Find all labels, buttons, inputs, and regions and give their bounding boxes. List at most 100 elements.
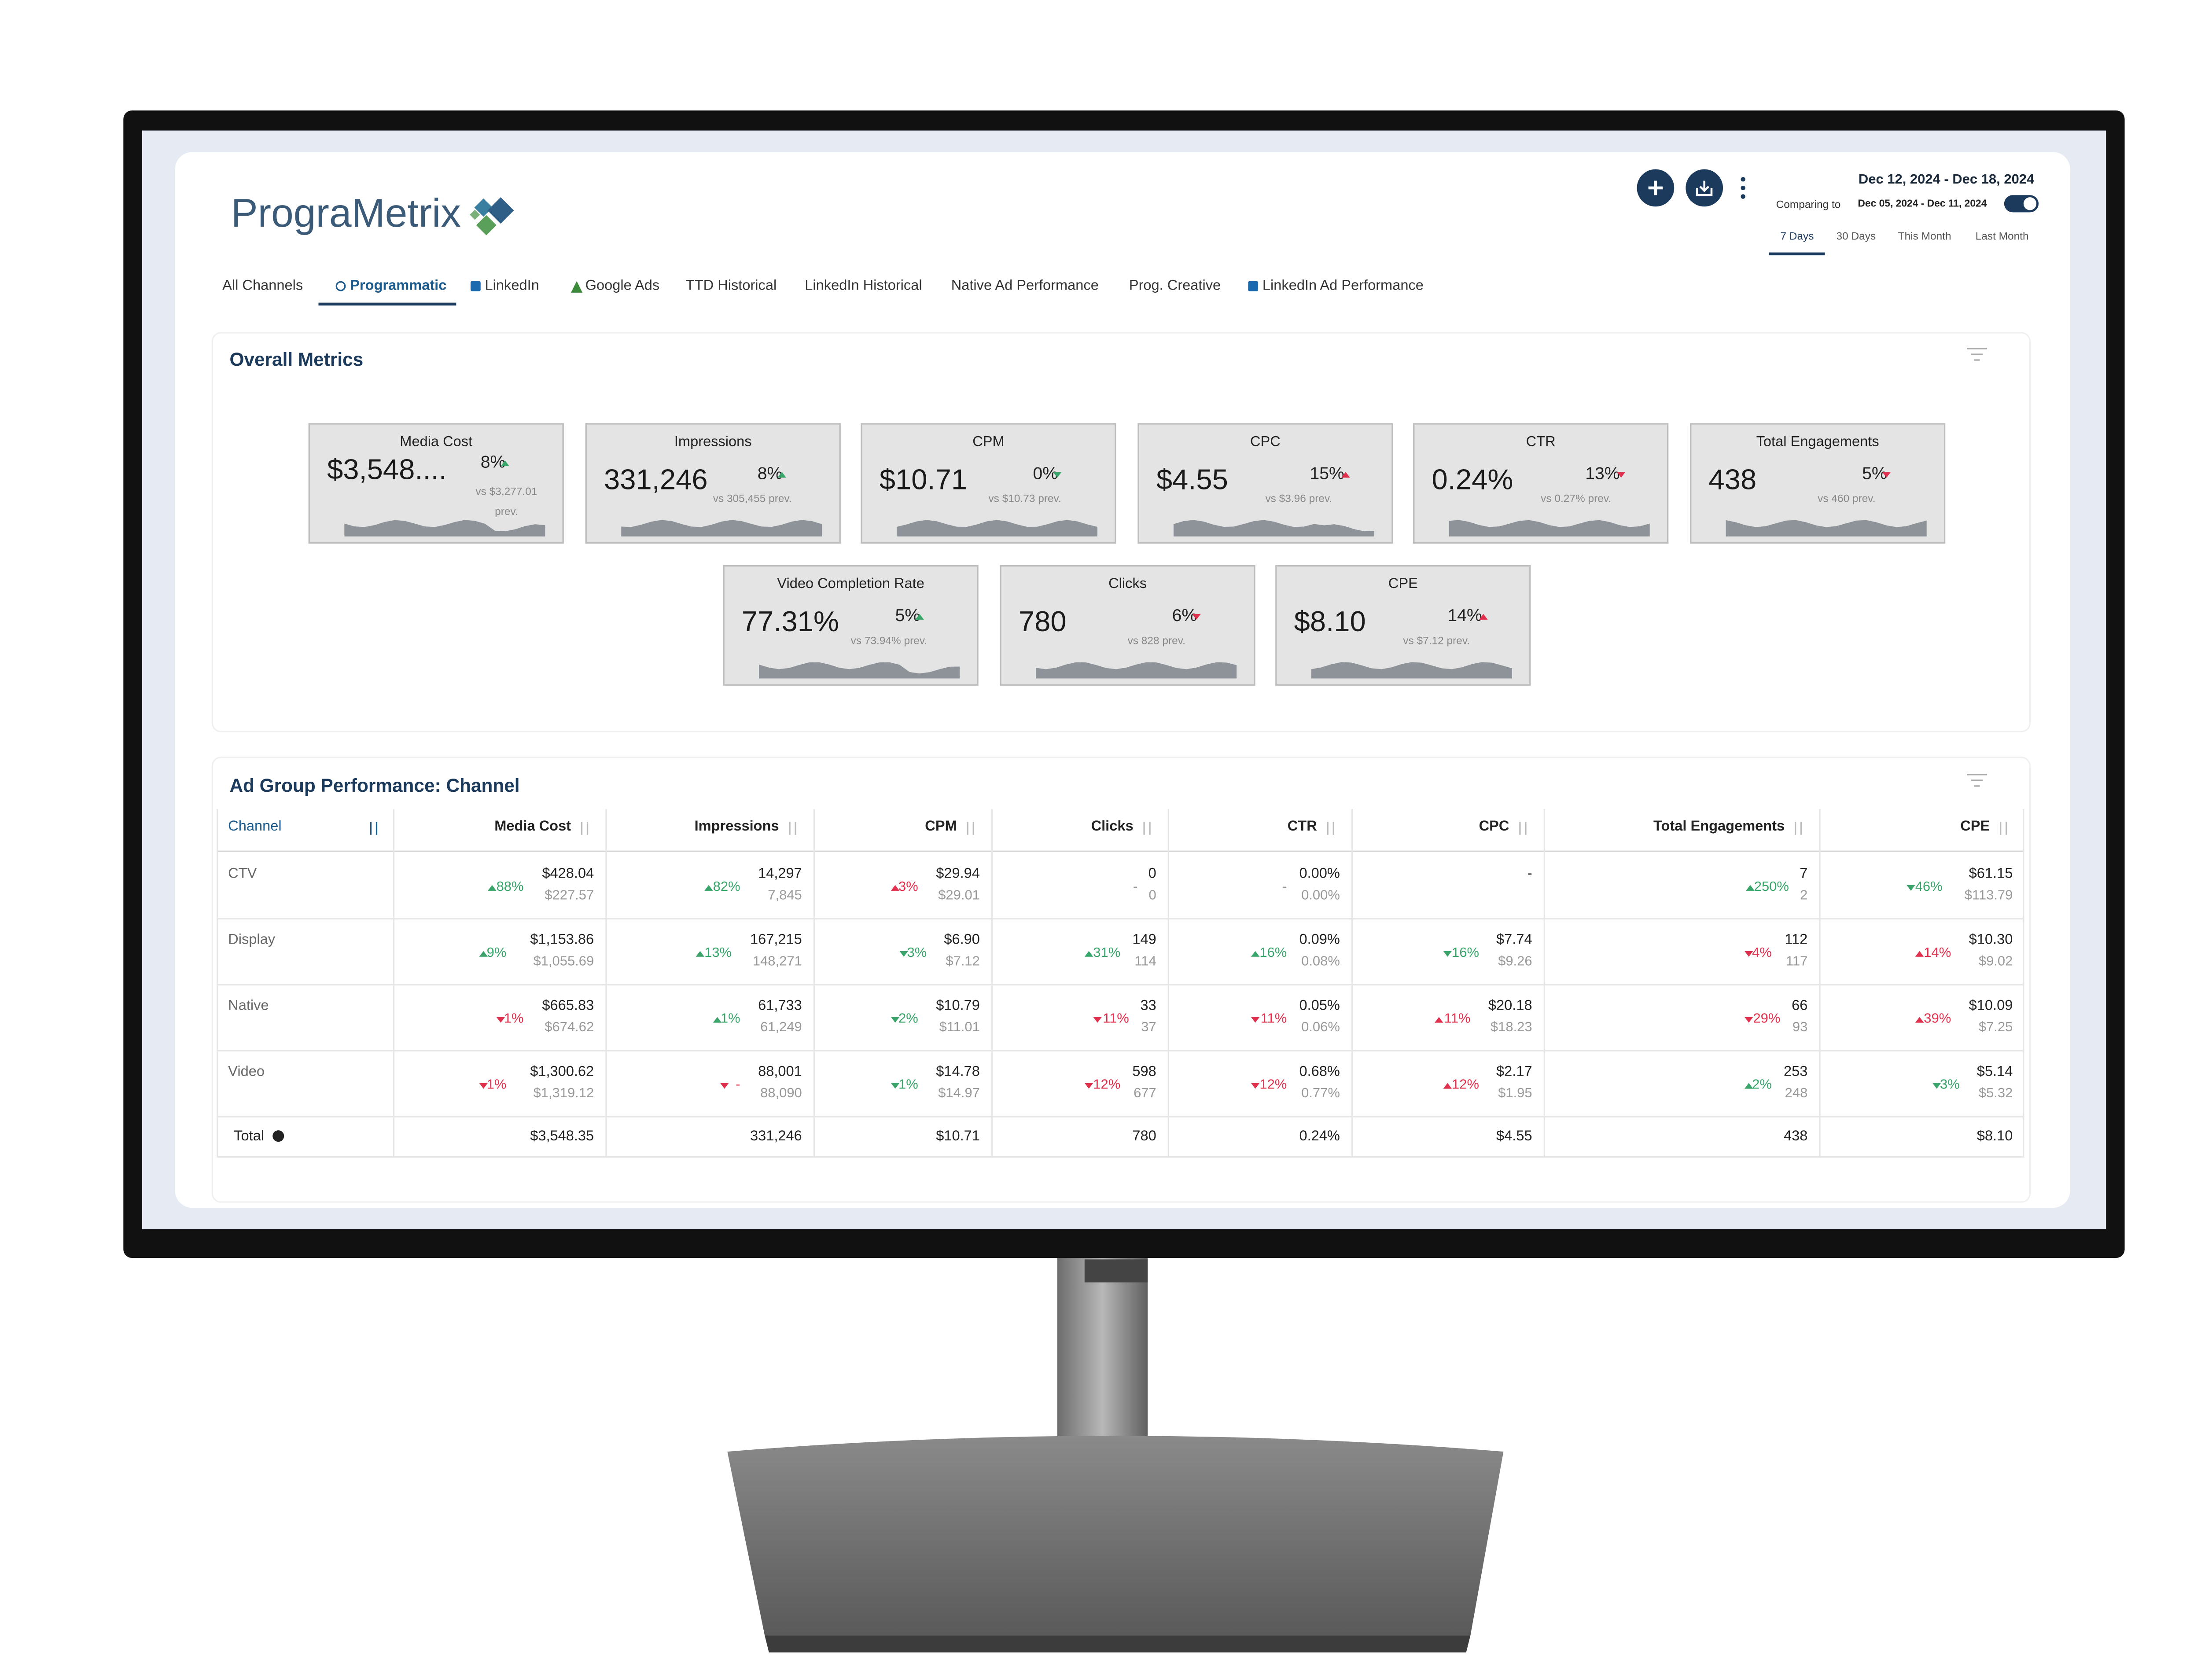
nav-tab[interactable]: LinkedIn — [485, 278, 539, 294]
total-value: 438 — [1783, 1129, 1808, 1145]
metric-card[interactable]: CPC $4.55 15% vs $3.96 prev. — [1137, 423, 1393, 544]
metric-title: Media Cost — [400, 434, 473, 451]
trend-arrow — [1744, 951, 1753, 957]
sparkline-area — [1726, 520, 1927, 537]
metric-card[interactable]: CPE $8.10 14% vs $7.12 prev. — [1275, 565, 1531, 686]
trend-arrow — [778, 472, 787, 478]
cell-change: 3% — [1940, 1077, 1960, 1093]
cell-change: 11% — [1260, 1011, 1287, 1027]
nav-tab[interactable]: LinkedIn Ad Performance — [1262, 278, 1424, 294]
filter-icons[interactable] — [1967, 348, 1987, 787]
metric-card[interactable]: Media Cost $3,548.... 8% vs $3,277.01 prev. — [308, 423, 564, 544]
sort-down — [795, 822, 796, 835]
cell-prev: 0.77% — [1301, 1086, 1340, 1102]
cell-prev: 93 — [1792, 1020, 1808, 1036]
nav-tab[interactable]: TTD Historical — [685, 278, 777, 294]
cell-change: 4% — [1752, 945, 1772, 961]
tab-underline — [318, 302, 456, 306]
cell-value: $1,153.86 — [530, 932, 594, 948]
metric-value: $4.55 — [1156, 464, 1228, 496]
cell-value: 112 — [1785, 932, 1808, 948]
sort-icon[interactable] — [370, 822, 382, 836]
total-value: $4.55 — [1496, 1129, 1532, 1145]
sort-icon[interactable] — [1795, 822, 1806, 836]
metric-card[interactable]: Video Completion Rate 77.31% 5% vs 73.94% p… — [723, 565, 979, 686]
cell-prev: $5.32 — [1978, 1086, 2013, 1102]
column-divider — [813, 809, 815, 1158]
column-header[interactable]: Total Engagements — [1653, 819, 1785, 835]
period-tab[interactable]: 30 Days — [1836, 229, 1876, 243]
sort-icon[interactable] — [2000, 822, 2011, 836]
cell-value: 0.09% — [1299, 932, 1340, 948]
total-value: $8.10 — [1976, 1129, 2013, 1145]
metric-value: $10.71 — [879, 464, 968, 496]
cell-prev: 0 — [1148, 888, 1156, 904]
trend-arrow — [891, 885, 899, 891]
column-header[interactable]: CPC — [1479, 819, 1509, 835]
nav-tab[interactable]: Prog. Creative — [1129, 278, 1221, 294]
cell-value: 0.05% — [1299, 998, 1340, 1015]
sort-up — [370, 822, 372, 835]
neck-slot — [1084, 1259, 1148, 1283]
nav-tab[interactable]: Programmatic — [350, 278, 447, 294]
sort-icon[interactable] — [967, 822, 979, 836]
nav-tab[interactable]: Native Ad Performance — [951, 278, 1099, 294]
trend-arrow — [1093, 1017, 1102, 1023]
trend-arrow — [1085, 1083, 1093, 1089]
sort-icon[interactable] — [1143, 822, 1155, 836]
sort-up — [1327, 822, 1329, 835]
trend-arrow — [1251, 1017, 1260, 1023]
metric-card[interactable]: CTR 0.24% 13% vs 0.27% prev. — [1413, 423, 1669, 544]
sort-icon[interactable] — [1327, 822, 1339, 836]
period-tab[interactable]: This Month — [1898, 229, 1951, 243]
nav-tab[interactable]: LinkedIn Historical — [805, 278, 922, 294]
cell-value: $14.78 — [936, 1064, 980, 1081]
cell-value: $665.83 — [542, 998, 594, 1015]
column-header[interactable]: CTR — [1287, 819, 1317, 835]
brand: PrograMetrix — [231, 191, 461, 235]
add-icon — [1648, 180, 1663, 195]
cell-change: 2% — [898, 1011, 918, 1027]
column-header[interactable]: Impressions — [694, 819, 779, 835]
metric-title: CPC — [1250, 434, 1281, 451]
metric-card[interactable]: CPM $10.71 0% vs $10.73 prev. — [861, 423, 1116, 544]
period-tab[interactable]: 7 Days — [1780, 229, 1814, 243]
nav-tab[interactable]: All Channels — [222, 278, 303, 294]
metric-card[interactable]: Total Engagements 438 5% vs 460 prev. — [1690, 423, 1946, 544]
cell-value: 14,297 — [758, 866, 802, 882]
cell-change: 82% — [713, 879, 740, 895]
column-header[interactable]: Clicks — [1091, 819, 1134, 835]
trend-arrow — [1053, 472, 1062, 478]
trend-arrow — [1478, 614, 1487, 620]
trend-arrow — [1745, 1017, 1754, 1023]
period-underline — [1769, 252, 1825, 256]
trend-arrow — [1251, 1083, 1260, 1089]
cell-change: 1% — [504, 1011, 524, 1027]
sparkline-area — [1173, 520, 1375, 537]
sort-icon[interactable] — [581, 822, 593, 836]
metric-card[interactable]: Clicks 780 6% vs 828 prev. — [1000, 565, 1255, 686]
sparkline — [1311, 662, 1512, 679]
cell-change: 11% — [1444, 1011, 1471, 1027]
cell-change: 3% — [907, 945, 927, 961]
metric-card[interactable]: Impressions 331,246 8% vs 305,455 prev. — [585, 423, 841, 544]
column-header[interactable]: Media Cost — [494, 819, 571, 835]
nav-tab[interactable]: Google Ads — [585, 278, 660, 294]
trend-arrow — [1443, 951, 1452, 957]
info-icon[interactable] — [272, 1130, 284, 1142]
column-divider — [605, 809, 607, 1158]
sort-icon[interactable] — [789, 822, 800, 836]
sort-icon[interactable] — [1519, 822, 1531, 836]
column-header[interactable]: CPM — [925, 819, 957, 835]
cell-change: 16% — [1452, 945, 1480, 961]
column-header[interactable]: CPE — [1960, 819, 1990, 835]
sparkline-area — [759, 662, 960, 679]
column-header[interactable]: Channel — [228, 819, 282, 835]
cell-value: 149 — [1132, 932, 1156, 948]
sparkline — [1449, 520, 1650, 537]
more-menu[interactable] — [1741, 177, 1745, 199]
cell-prev: $227.57 — [545, 888, 594, 904]
date-range[interactable]: Dec 12, 2024 - Dec 18, 2024 — [1858, 172, 2035, 188]
period-tab[interactable]: Last Month — [1975, 229, 2029, 243]
metric-title: Impressions — [674, 434, 752, 451]
